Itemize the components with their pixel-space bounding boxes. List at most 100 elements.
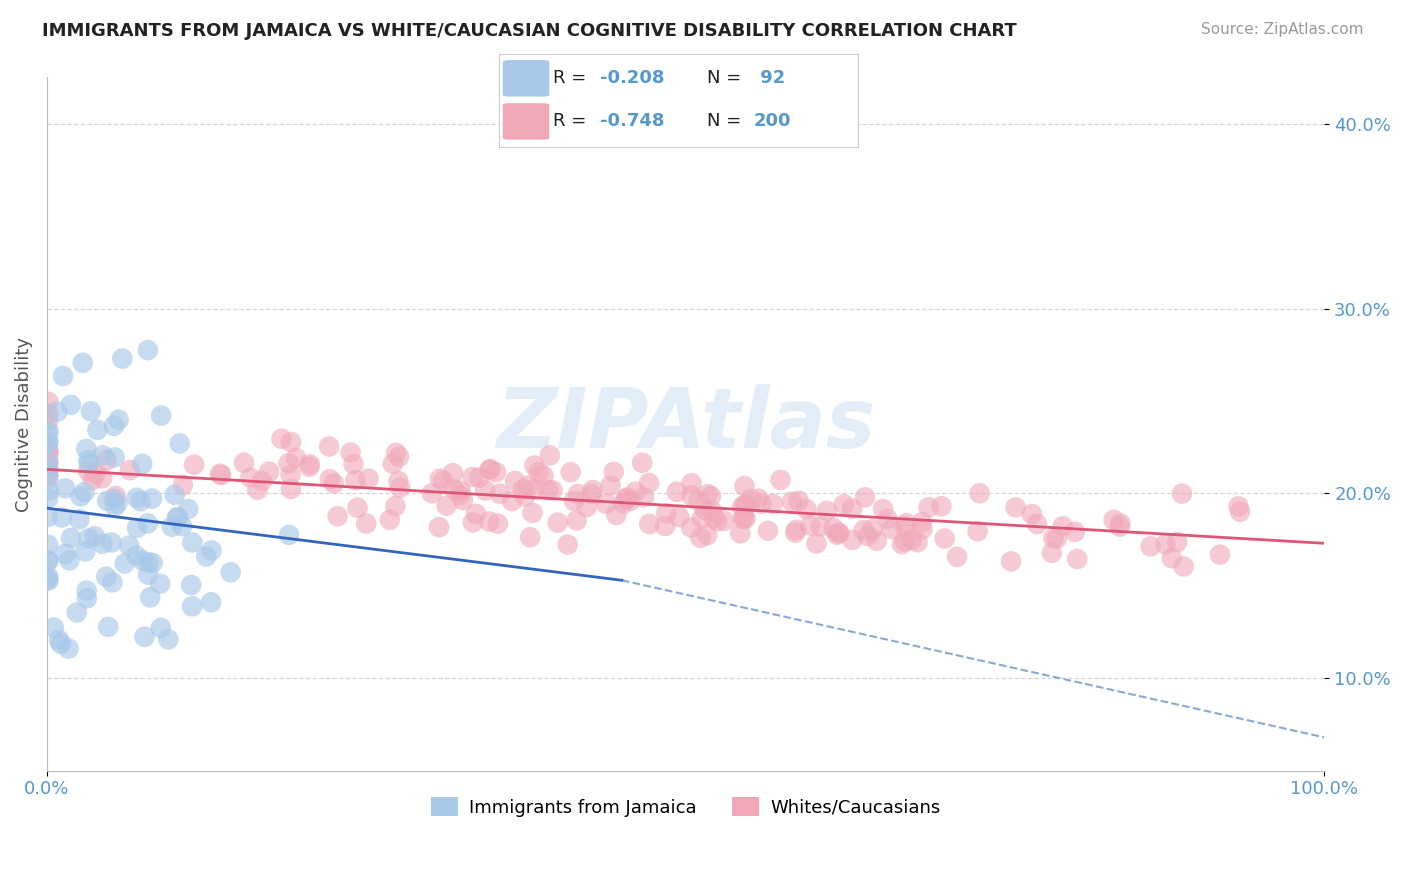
Point [42, 620, 65, 634]
Point [633, 490, 655, 504]
Point [654, 519, 676, 533]
Point [58, 553, 80, 567]
Point [690, 511, 713, 525]
Y-axis label: Cognitive Disability: Cognitive Disability [15, 336, 32, 512]
Point [1102, 513, 1125, 527]
Point [562, 494, 585, 508]
Point [581, 487, 603, 501]
Point [257, 465, 280, 479]
Point [523, 458, 546, 473]
Point [787, 493, 810, 508]
Point [107, 413, 129, 427]
Point [104, 500, 127, 514]
Point [638, 475, 661, 490]
Point [219, 566, 242, 580]
Point [1160, 551, 1182, 566]
Point [160, 519, 183, 533]
Point [278, 528, 301, 542]
Point [429, 472, 451, 486]
Point [76, 583, 98, 598]
Point [183, 458, 205, 472]
Point [619, 494, 641, 508]
Point [860, 522, 883, 536]
Point [700, 504, 723, 518]
Point [894, 519, 917, 533]
Point [599, 478, 621, 492]
Point [277, 456, 299, 470]
Point [751, 497, 773, 511]
Point [1108, 519, 1130, 533]
Point [815, 504, 838, 518]
Point [37, 469, 59, 483]
Point [82, 473, 104, 487]
Point [172, 478, 194, 492]
Point [700, 489, 723, 503]
Point [318, 440, 340, 454]
Point [51, 510, 73, 524]
Point [468, 470, 491, 484]
Point [461, 470, 484, 484]
Point [200, 595, 222, 609]
Point [129, 494, 152, 508]
Point [706, 514, 728, 528]
Point [613, 496, 636, 510]
Point [91, 471, 114, 485]
Point [1171, 486, 1194, 500]
Point [37, 510, 59, 524]
Point [125, 491, 148, 505]
Point [567, 487, 589, 501]
Point [37, 458, 59, 472]
Point [696, 487, 718, 501]
Point [209, 467, 232, 481]
Point [872, 502, 894, 516]
Point [280, 482, 302, 496]
Point [946, 549, 969, 564]
Point [731, 512, 754, 526]
Point [37, 538, 59, 552]
Point [37, 553, 59, 567]
Point [97, 620, 120, 634]
Point [856, 529, 879, 543]
Point [37, 443, 59, 458]
Point [233, 456, 256, 470]
Point [464, 507, 486, 521]
Point [853, 491, 876, 505]
Point [246, 483, 269, 497]
Point [37, 454, 59, 468]
Point [731, 500, 754, 514]
Point [150, 409, 173, 423]
Point [461, 516, 484, 530]
Point [200, 543, 222, 558]
Point [37, 407, 59, 421]
Point [1042, 531, 1064, 545]
Point [693, 503, 716, 517]
Point [832, 497, 855, 511]
Point [132, 553, 155, 567]
Point [527, 465, 550, 479]
Point [250, 474, 273, 488]
Point [48, 632, 70, 647]
Point [681, 488, 703, 502]
Point [384, 499, 406, 513]
Point [378, 513, 401, 527]
Point [323, 476, 346, 491]
Point [37, 491, 59, 505]
Point [37, 394, 59, 409]
Point [142, 556, 165, 570]
Point [1046, 532, 1069, 546]
Point [270, 432, 292, 446]
Point [101, 575, 124, 590]
Point [96, 493, 118, 508]
Point [103, 418, 125, 433]
Point [239, 470, 262, 484]
Point [1063, 524, 1085, 539]
Point [298, 459, 321, 474]
Point [104, 450, 127, 465]
Point [730, 526, 752, 541]
Point [503, 474, 526, 488]
Point [84, 529, 107, 543]
Point [37, 448, 59, 462]
Point [319, 472, 342, 486]
Point [605, 508, 627, 522]
Point [66, 606, 89, 620]
